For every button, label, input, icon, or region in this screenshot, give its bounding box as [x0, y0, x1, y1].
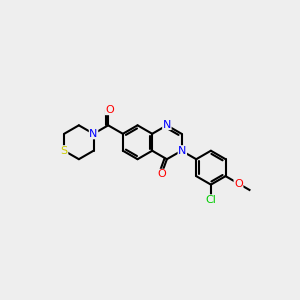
Text: O: O	[234, 178, 243, 189]
Text: O: O	[157, 169, 166, 179]
Text: N: N	[178, 146, 187, 156]
Text: N: N	[163, 119, 171, 130]
Text: Cl: Cl	[206, 195, 216, 205]
Text: O: O	[105, 105, 114, 115]
Text: N: N	[89, 129, 98, 139]
Text: S: S	[61, 146, 68, 156]
